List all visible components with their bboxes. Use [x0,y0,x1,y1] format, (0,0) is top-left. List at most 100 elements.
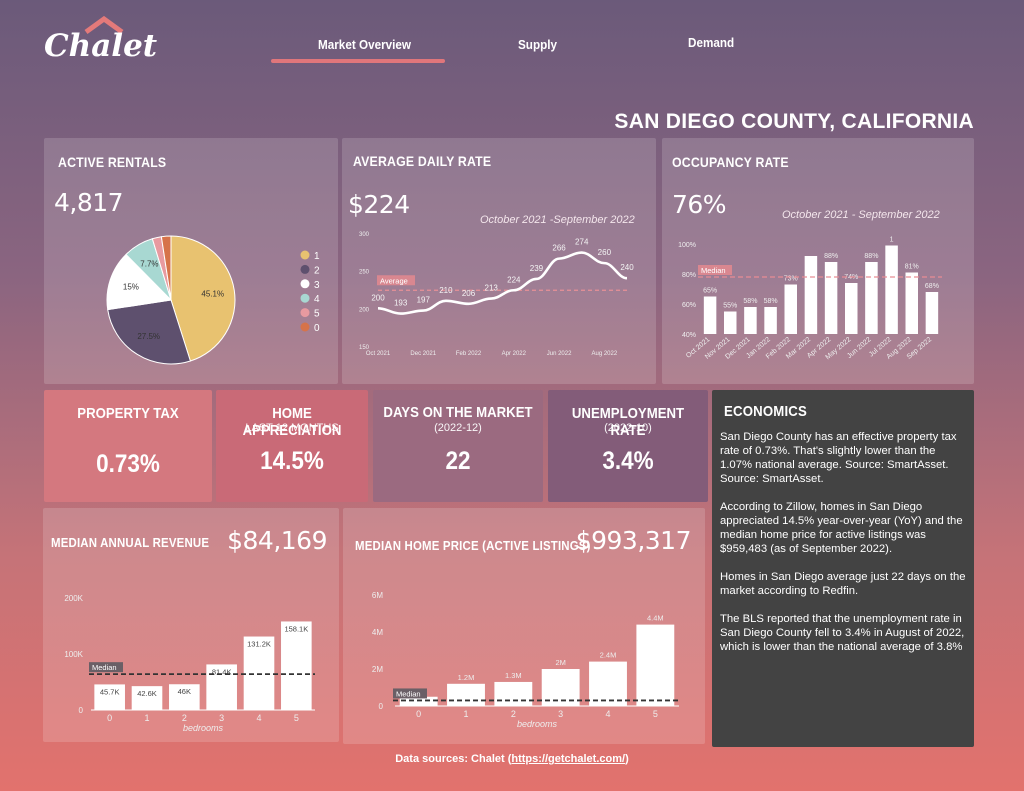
bar [723,311,737,334]
home-price-title: MEDIAN HOME PRICE (ACTIVE LISTINGS) [355,538,591,553]
x-tick-label: 3 [558,709,563,719]
x-axis-label: bedrooms [183,723,224,733]
y-tick-label: 300 [359,232,370,238]
home-appreciation-title: HOME APPRECIATION [242,405,342,439]
x-tick-label: Oct 2021 [366,351,391,357]
occupancy-value: 76% [672,190,727,219]
pie-legend-label: 0 [314,323,320,334]
days-on-market-title: DAYS ON THE MARKET [383,404,533,421]
x-tick-label: 1 [144,713,149,723]
x-tick-label: Apr 2022 [502,351,527,357]
pie-legend-label: 4 [314,294,320,305]
y-tick-label: 150 [359,345,370,351]
bar-value-label: 1.3M [505,671,522,680]
bar [925,292,939,334]
x-tick-label: Feb 2022 [456,351,482,357]
data-label: 193 [394,299,408,308]
bar [784,284,798,334]
y-tick-label: 4M [372,628,383,637]
unemployment-title: UNEMPLOYMENT RATE [571,405,685,439]
pie-legend-label: 2 [314,265,320,276]
logo[interactable]: Chalet [44,16,157,64]
y-tick-label: 6M [372,591,383,600]
x-tick-label: 1 [463,709,468,719]
nav-demand[interactable]: Demand [688,35,735,50]
bar-value-label: 42.6K [137,689,157,698]
x-tick-label: Dec 2021 [410,351,436,357]
home-price-bar-chart: 6M 4M 2M 0 0 1.2M 1 1.3M 2 2M 3 2.4M 4 4.4M 5 Median bed… [372,591,679,729]
median-tag [698,265,732,275]
adr-value: $224 [348,190,410,219]
y-tick-label: 200 [359,307,370,313]
home-appreciation-card: HOME APPRECIATION LAST 12 MONTHS 14.5% [216,390,368,502]
median-label: Median [92,663,117,672]
bar [865,262,878,334]
data-label: 213 [485,284,499,293]
pie-legend-marker [300,250,310,260]
bar [804,256,818,334]
data-label: 200 [371,293,385,302]
active-rentals-card: ACTIVE RENTALS 4,817 45.1% 27.5% 15% 7.7% 1 2… [44,138,338,384]
bar-value-label: 73% [784,276,798,283]
pie-slice-label: 7.7% [140,260,158,269]
median-revenue-title: MEDIAN ANNUAL REVENUE [51,535,210,550]
x-tick-label: 4 [256,713,261,723]
bar [281,621,312,710]
bar-value-label: 45.7K [100,687,120,696]
bar [94,684,125,710]
bar-value-label: 68% [925,283,939,290]
y-tick-label: 40% [682,332,696,339]
bar [764,307,777,334]
nav-market-overview[interactable]: Market Overview [318,37,412,52]
pie-legend-label: 1 [314,251,320,262]
bar-value-label: 1 [890,237,894,244]
pie-slice [107,299,192,365]
bar-value-label: 55% [723,303,737,310]
y-tick-label: 100K [64,650,83,659]
bar [844,283,858,334]
logo-roof-icon [84,16,124,35]
bar [206,664,237,710]
pie-slice-label: 27.5% [137,332,160,341]
home-appreciation-sub: LAST 12 MONTHS [245,422,339,434]
bar-value-label: 2.4M [600,651,617,660]
logo-text: Chalet [44,28,158,64]
bar-value-label: 2M [555,658,565,667]
occupancy-title: OCCUPANCY RATE [672,154,789,170]
data-label: 210 [439,286,453,295]
bar [169,684,200,710]
data-label: 206 [462,289,476,298]
data-label: 260 [598,248,612,257]
bar [885,245,898,334]
economics-card: ECONOMICS San Diego County has an effect… [712,390,974,747]
bar [636,624,675,706]
economics-body: San Diego County has an effective proper… [720,430,970,654]
bar [744,307,757,334]
property-tax-card: PROPERTY TAX 0.73% [44,390,212,502]
economics-paragraph: According to Zillow, homes in San Diego … [720,501,963,555]
days-on-market-sub: (2022-12) [434,422,482,434]
data-label: 274 [575,238,589,247]
economics-paragraph: San Diego County has an effective proper… [720,431,957,485]
unemployment-card: UNEMPLOYMENT RATE (2022-10) 3.4% [548,390,708,502]
pie-legend-marker [300,279,310,289]
x-tick-label: 2 [511,709,516,719]
occupancy-card: OCCUPANCY RATE 76% October 2021 - Septem… [662,138,974,384]
bar-value-label: 88% [864,253,878,260]
pie-slice-label: 45.1% [201,290,224,299]
adr-card: AVERAGE DAILY RATE $224 October 2021 -Se… [342,138,656,384]
data-label: 224 [507,275,521,284]
bar [824,262,838,334]
footer-link[interactable]: https://getchalet.com/ [511,753,626,765]
x-axis-label: bedrooms [517,719,558,729]
average-tag [377,275,415,286]
x-tick-label: 4 [605,709,610,719]
adr-period: October 2021 -September 2022 [480,214,635,226]
x-tick-label: 0 [107,713,112,723]
x-tick-label: Jun 2022 [547,351,572,357]
x-tick-label: 5 [294,713,299,723]
nav-supply[interactable]: Supply [518,37,558,52]
bar [399,696,438,706]
nav-active-underline [271,59,445,63]
x-tick-label: 2 [182,713,187,723]
